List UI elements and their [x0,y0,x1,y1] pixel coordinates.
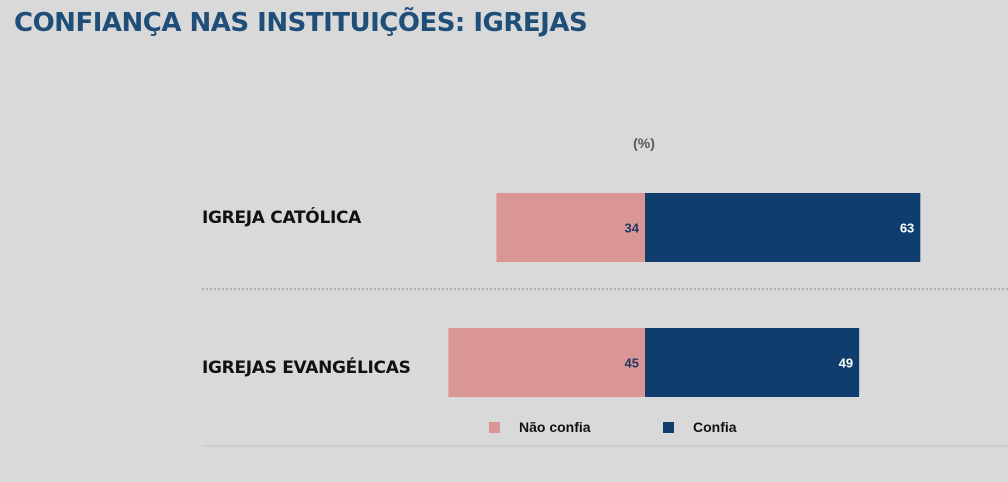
bar-nao-confia-evangelicas [448,328,645,397]
legend-label-confia: Confia [693,419,737,435]
bar-confia-evangelicas [645,328,860,397]
data-label-confia-catolica: 63 [900,221,914,236]
data-label-nao-confia-evangelicas: 45 [625,356,639,371]
category-label-evangelicas: IGREJAS EVANGÉLICAS [202,358,411,378]
legend-label-nao-confia: Não confia [519,419,591,435]
bar-nao-confia-catolica [496,193,645,262]
category-label-catolica: IGREJA CATÓLICA [202,208,362,228]
data-label-confia-evangelicas: 49 [839,356,853,371]
unit-label: (%) [633,135,655,151]
legend-swatch-nao-confia [489,421,500,433]
bar-confia-catolica [645,193,921,262]
legend-item-nao-confia: Não confia [489,419,591,435]
legend-swatch-confia [663,421,674,433]
page-title: CONFIANÇA NAS INSTITUIÇÕES: IGREJAS [14,8,588,38]
legend-item-confia: Confia [663,419,737,435]
data-label-nao-confia-catolica: 34 [625,221,640,236]
